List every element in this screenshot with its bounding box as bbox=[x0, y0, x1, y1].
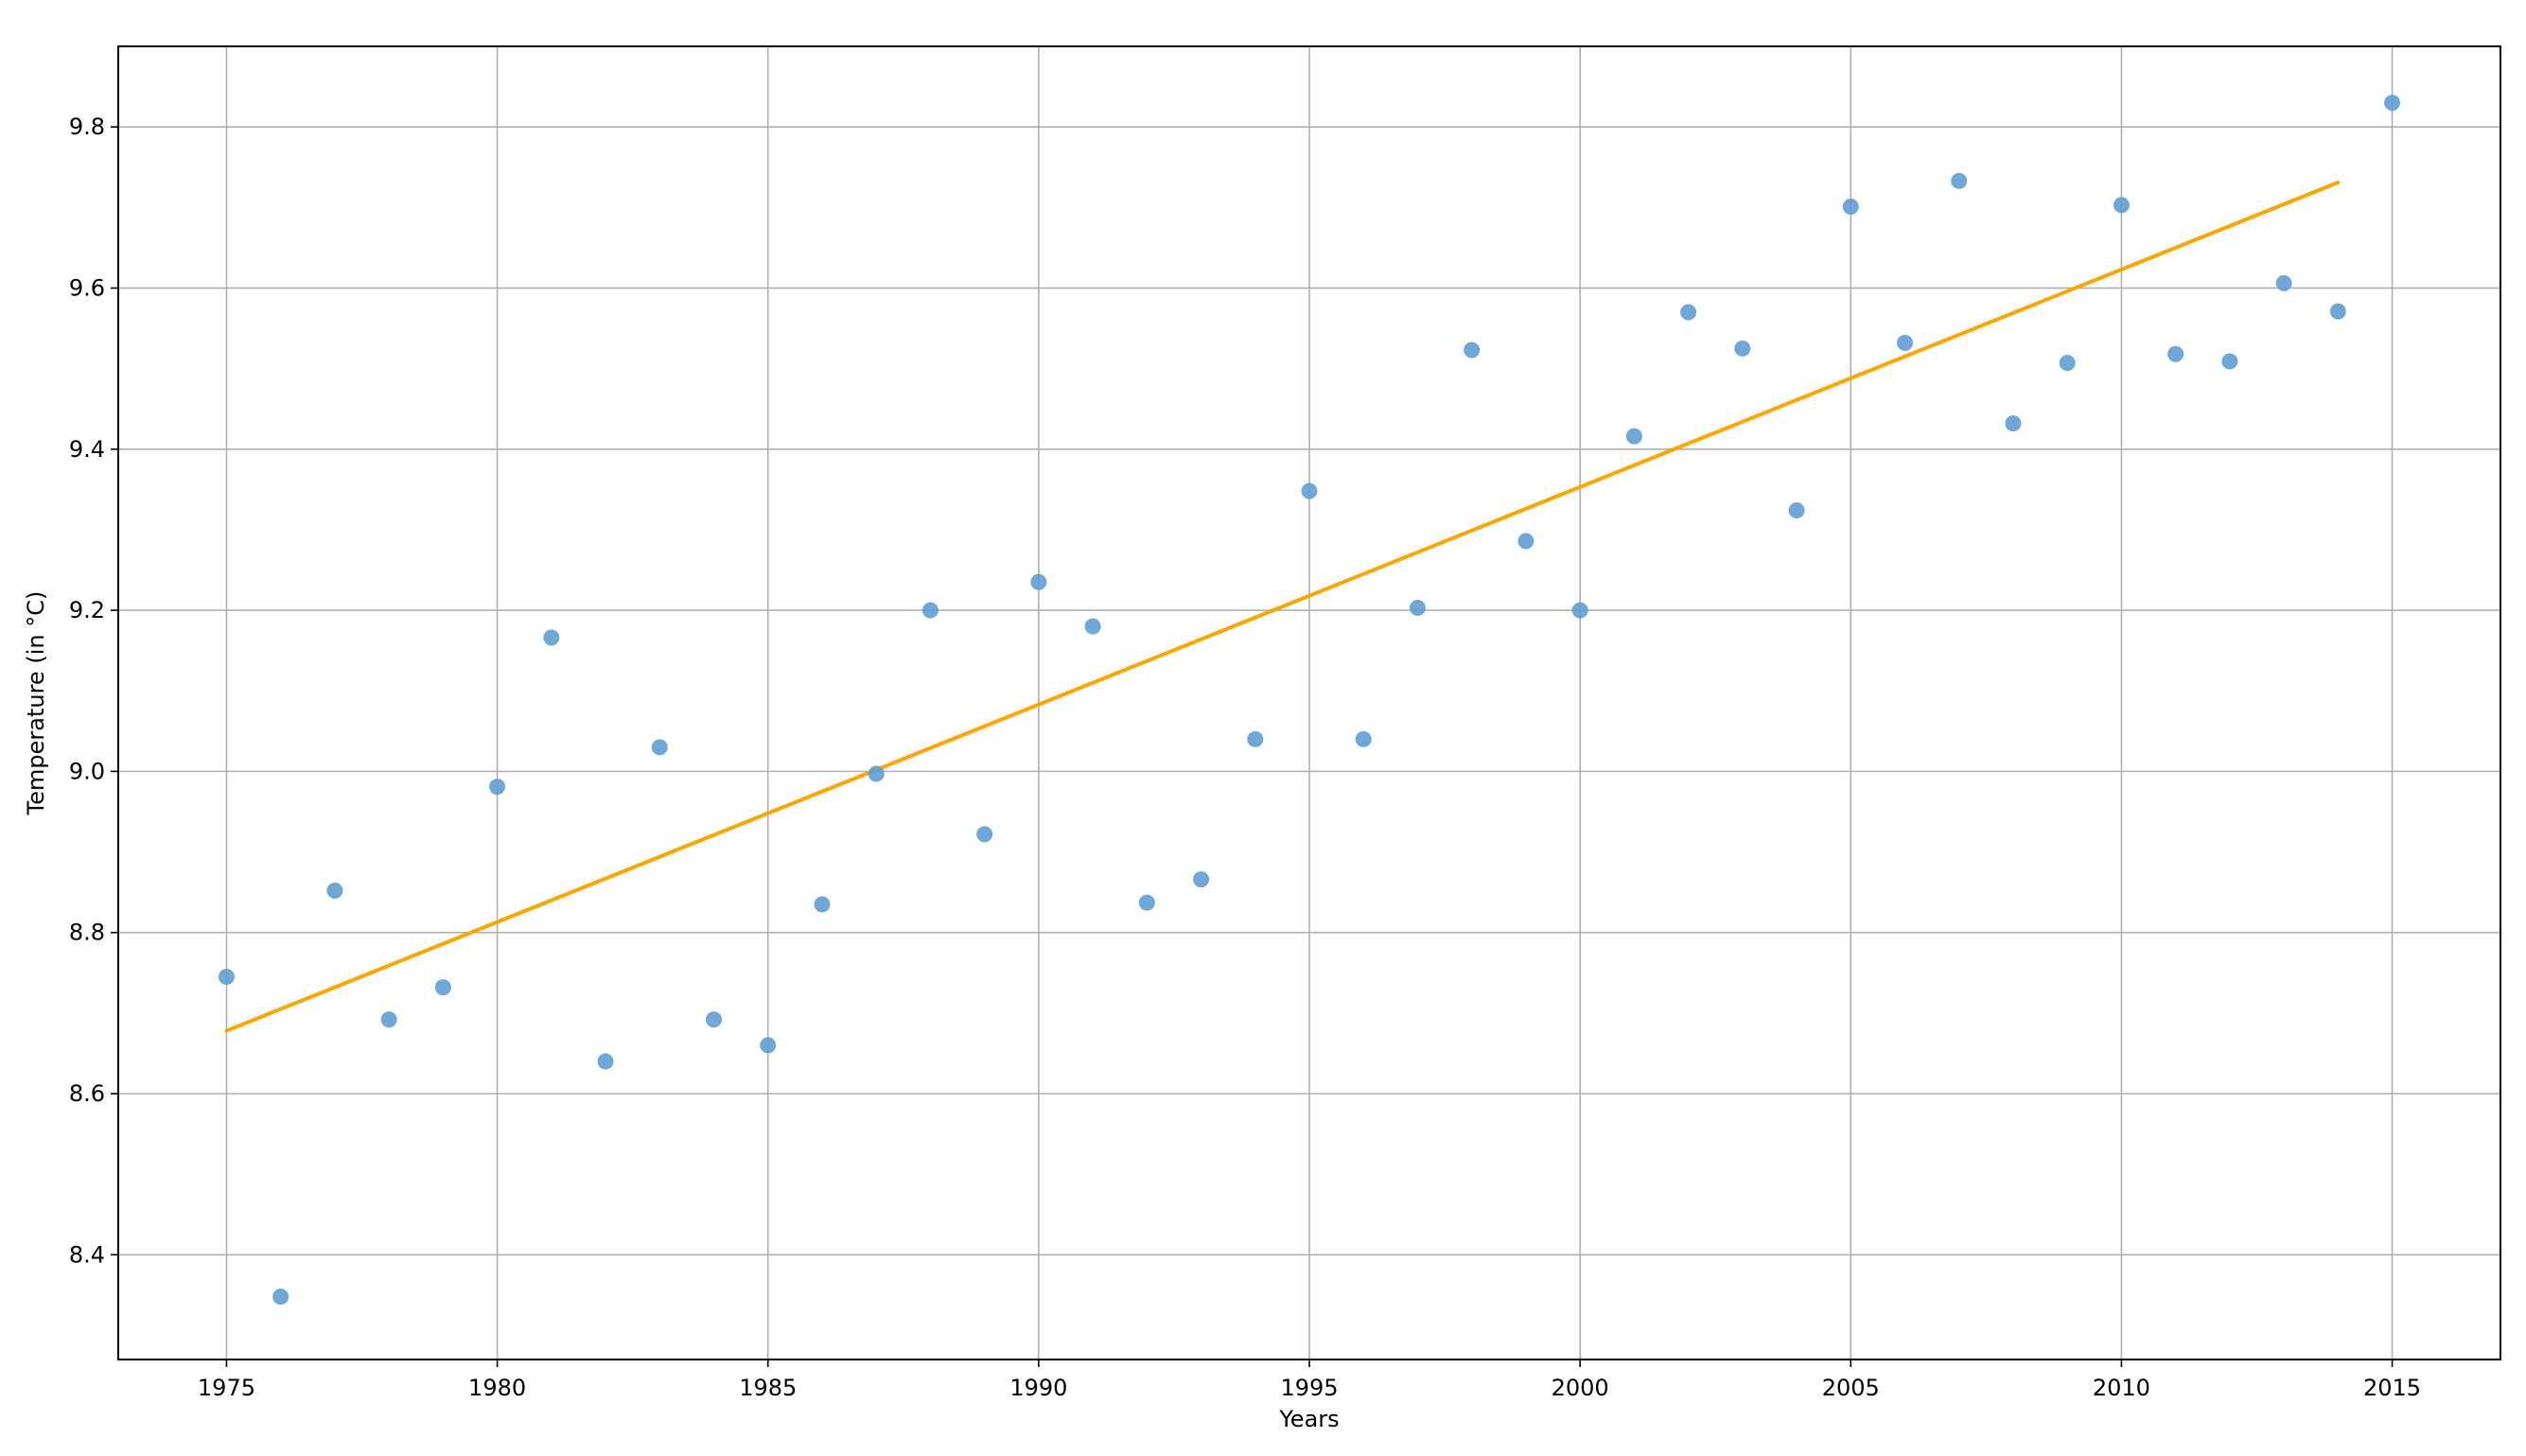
data-point bbox=[2275, 274, 2292, 291]
y-tick-label: 9.2 bbox=[69, 597, 105, 623]
x-axis-ticks: 1975 1980 1985 1990 1995 2000 2005 2010 2015 bbox=[198, 1360, 2421, 1401]
x-axis-label: Years bbox=[1278, 1406, 1339, 1432]
data-point bbox=[706, 1011, 722, 1028]
data-point bbox=[272, 1289, 289, 1306]
y-tick-label: 9.4 bbox=[69, 436, 105, 463]
data-point bbox=[2005, 415, 2022, 432]
data-point bbox=[868, 765, 885, 782]
data-point bbox=[326, 882, 343, 899]
data-point bbox=[760, 1037, 777, 1054]
data-point bbox=[1247, 730, 1264, 747]
y-tick-label: 8.6 bbox=[69, 1080, 105, 1107]
x-tick-label: 1980 bbox=[468, 1375, 526, 1401]
data-point bbox=[543, 629, 560, 646]
x-tick-label: 1990 bbox=[1009, 1375, 1067, 1401]
data-point bbox=[2113, 197, 2130, 214]
data-point bbox=[921, 602, 938, 619]
data-point bbox=[1625, 428, 1642, 445]
data-point bbox=[1301, 482, 1318, 500]
data-point bbox=[1571, 602, 1588, 619]
data-point bbox=[218, 969, 235, 986]
data-point bbox=[489, 779, 506, 796]
data-point bbox=[1355, 730, 1372, 747]
data-point bbox=[1409, 600, 1426, 617]
data-point bbox=[1951, 172, 1968, 189]
data-point bbox=[651, 739, 668, 756]
x-tick-label: 2000 bbox=[1552, 1375, 1609, 1401]
y-tick-label: 9.0 bbox=[69, 758, 105, 784]
data-point bbox=[597, 1053, 614, 1070]
data-point bbox=[1193, 870, 1210, 887]
grid-lines bbox=[118, 46, 2500, 1360]
y-axis-label: Temperature (in °C) bbox=[23, 591, 49, 816]
x-tick-label: 2015 bbox=[2363, 1375, 2421, 1401]
trend-line bbox=[224, 180, 2341, 1033]
data-point bbox=[1464, 342, 1481, 359]
data-point bbox=[1897, 334, 1913, 351]
x-tick-label: 1985 bbox=[739, 1375, 797, 1401]
y-axis-ticks: 8.4 8.6 8.8 9.0 9.2 9.4 9.6 9.8 bbox=[69, 114, 118, 1268]
trend-line-group bbox=[224, 180, 2341, 1033]
y-tick-label: 8.4 bbox=[69, 1241, 105, 1268]
data-points bbox=[218, 95, 2401, 1306]
data-point bbox=[1842, 198, 1859, 215]
data-point bbox=[814, 896, 831, 913]
data-point bbox=[434, 979, 451, 996]
x-tick-label: 2010 bbox=[2093, 1375, 2150, 1401]
data-point bbox=[2221, 353, 2238, 370]
x-tick-label: 1995 bbox=[1280, 1375, 1338, 1401]
data-point bbox=[2329, 303, 2346, 320]
y-tick-label: 9.6 bbox=[69, 274, 105, 301]
data-point bbox=[1680, 304, 1697, 321]
data-point bbox=[1084, 618, 1101, 635]
data-point bbox=[2059, 355, 2076, 372]
data-point bbox=[1517, 533, 1535, 550]
data-point bbox=[2167, 345, 2184, 362]
data-point bbox=[2384, 95, 2401, 112]
data-point bbox=[1030, 573, 1047, 590]
x-tick-label: 1975 bbox=[198, 1375, 255, 1401]
data-point bbox=[1788, 501, 1805, 518]
data-point bbox=[1734, 340, 1751, 357]
data-point bbox=[976, 826, 993, 843]
data-point bbox=[1138, 894, 1155, 911]
y-tick-label: 8.8 bbox=[69, 920, 105, 946]
data-point bbox=[380, 1011, 397, 1028]
x-tick-label: 2005 bbox=[1822, 1375, 1880, 1401]
y-tick-label: 9.8 bbox=[69, 114, 105, 140]
